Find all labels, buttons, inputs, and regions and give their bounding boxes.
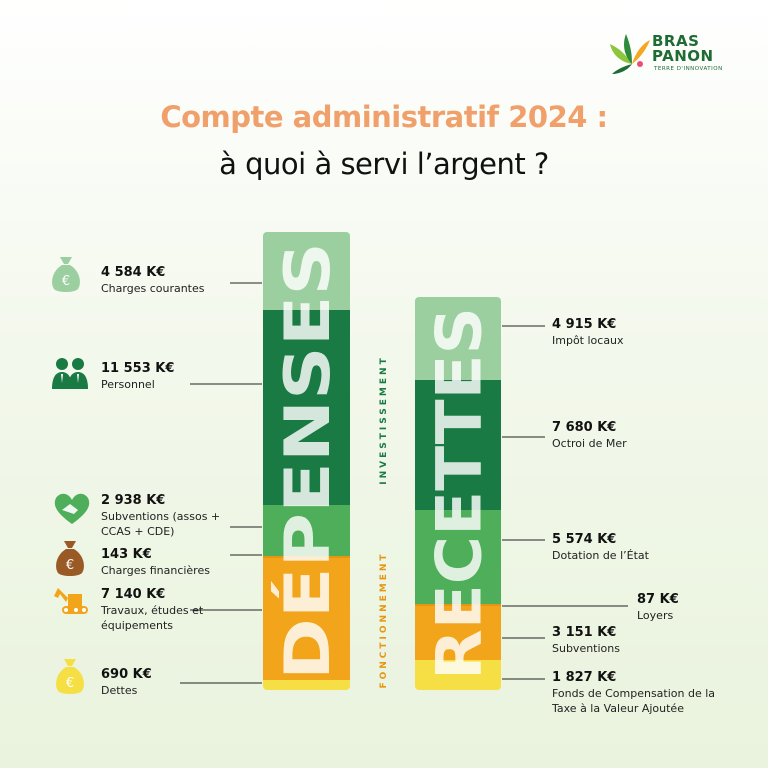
page-title: Compte administratif 2024 : — [160, 100, 608, 134]
bar-segment — [415, 380, 501, 510]
page-subtitle: à quoi à servi l’argent ? — [219, 147, 549, 181]
bar-segment — [263, 310, 350, 505]
revenue-label: Octroi de Mer — [552, 437, 627, 450]
handshake-heart-icon — [54, 493, 90, 524]
expense-value: 143 K€ — [101, 547, 152, 562]
bar-title-dépenses: DÉPENSES — [271, 242, 344, 680]
expense-label: Subventions (assos + CCAS + CDE) — [101, 510, 221, 538]
bar-segment — [263, 505, 350, 556]
money-bag-icon: € — [52, 257, 80, 292]
logo-tagline: TERRE D'INNOVATION — [654, 66, 723, 72]
svg-text:€: € — [66, 558, 74, 573]
revenue-value: 3 151 K€ — [552, 625, 617, 640]
expense-value: 7 140 K€ — [101, 587, 166, 602]
excavator-icon — [54, 588, 88, 614]
revenue-item-dotation-etat: 5 574 K€ Dotation de l’État — [552, 532, 649, 563]
bar-segment — [415, 606, 501, 660]
bar-segment — [415, 510, 501, 604]
revenue-item-fctva: 1 827 K€ Fonds de Compensation de la Tax… — [552, 670, 732, 716]
brand-logo: BRAS PANON TERRE D'INNOVATION — [610, 34, 740, 76]
expense-item-charges-courantes: 4 584 K€ Charges courantes — [101, 265, 205, 296]
people-icon — [52, 358, 88, 389]
revenue-label: Impôt locaux — [552, 334, 624, 347]
revenue-value: 5 574 K€ — [552, 532, 617, 547]
logo-text-bras: BRAS — [652, 32, 700, 50]
bar-segment — [263, 558, 350, 680]
section-label-investissement: INVESTISSEMENT — [379, 355, 389, 484]
money-bag-icon: € — [56, 659, 84, 694]
revenue-value: 1 827 K€ — [552, 670, 617, 685]
revenue-value: 7 680 K€ — [552, 420, 617, 435]
expense-label: Travaux, études et équipements — [101, 604, 204, 632]
revenue-label: Loyers — [637, 609, 674, 622]
revenue-label: Subventions — [552, 642, 620, 655]
svg-text:€: € — [62, 274, 70, 289]
bar-dépenses — [263, 232, 350, 690]
revenue-value: 4 915 K€ — [552, 317, 617, 332]
revenue-item-subventions: 3 151 K€ Subventions — [552, 625, 620, 656]
expense-item-personnel: 11 553 K€ Personnel — [101, 361, 174, 392]
expense-value: 4 584 K€ — [101, 265, 166, 280]
palm-leaf-icon — [610, 34, 650, 74]
money-bag-icon: € — [56, 541, 84, 576]
bar-segment — [415, 297, 501, 380]
bar-segment — [263, 680, 350, 690]
revenue-item-impot-locaux: 4 915 K€ Impôt locaux — [552, 317, 624, 348]
expense-label: Charges courantes — [101, 282, 205, 295]
logo-text-panon: PANON — [652, 47, 714, 65]
expense-item-charges-financieres: 143 K€ Charges financières — [101, 547, 210, 578]
bar-segment — [415, 660, 501, 690]
bar-recettes — [415, 297, 501, 690]
expense-value: 11 553 K€ — [101, 361, 175, 376]
section-label-fonctionnement: FONCTIONNEMENT — [379, 551, 389, 688]
bar-segment — [263, 232, 350, 310]
revenue-item-loyers: 87 K€ Loyers — [637, 592, 679, 623]
expense-item-subventions: 2 938 K€ Subventions (assos + CCAS + CDE… — [101, 493, 251, 539]
revenue-value: 87 K€ — [637, 592, 679, 607]
expense-label: Personnel — [101, 378, 155, 391]
revenue-item-octroi-de-mer: 7 680 K€ Octroi de Mer — [552, 420, 627, 451]
expense-label: Dettes — [101, 684, 138, 697]
expense-value: 2 938 K€ — [101, 493, 166, 508]
svg-text:€: € — [66, 676, 74, 691]
bar-title-recettes: RECETTES — [422, 307, 495, 680]
expense-item-dettes: 690 K€ Dettes — [101, 667, 152, 698]
bar-segment — [415, 604, 501, 606]
bar-segment — [263, 556, 350, 558]
expense-item-travaux: 7 140 K€ Travaux, études et équipements — [101, 587, 231, 633]
expense-value: 690 K€ — [101, 667, 152, 682]
revenue-label: Dotation de l’État — [552, 549, 649, 562]
revenue-label: Fonds de Compensation de la Taxe à la Va… — [552, 687, 716, 715]
expense-label: Charges financières — [101, 564, 210, 577]
